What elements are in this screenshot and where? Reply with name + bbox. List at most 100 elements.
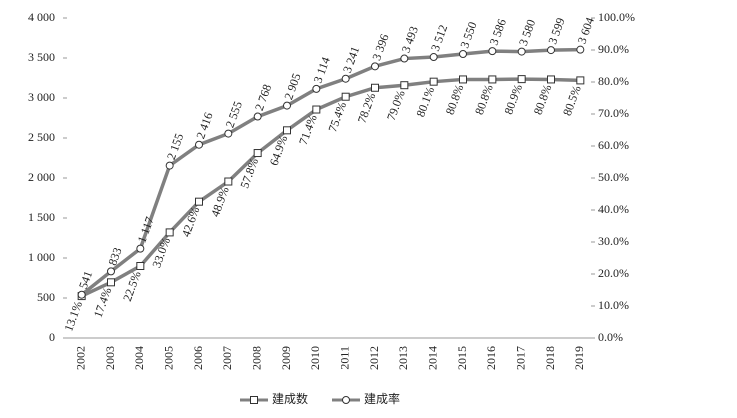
marker bbox=[371, 62, 379, 71]
marker bbox=[224, 177, 233, 186]
marker bbox=[312, 105, 321, 114]
x-tick-label: 2010 bbox=[308, 346, 322, 370]
data-label: 78.2% bbox=[355, 91, 379, 125]
x-tick-label: 2018 bbox=[543, 346, 557, 370]
x-tick-label: 2019 bbox=[572, 346, 586, 370]
marker bbox=[107, 278, 115, 287]
legend-label: 建成数 bbox=[272, 391, 308, 406]
marker bbox=[341, 74, 350, 83]
marker bbox=[488, 47, 497, 56]
marker bbox=[547, 46, 555, 55]
x-tick-label: 2003 bbox=[103, 346, 117, 370]
x-tick-label: 2014 bbox=[425, 346, 439, 370]
data-label: 80.5% bbox=[560, 84, 584, 118]
data-label: 80.9% bbox=[501, 82, 525, 116]
y-tick-label: 4 000 bbox=[28, 10, 55, 24]
y2-tick-label: 100.0% bbox=[598, 10, 635, 24]
data-label: 2 768 bbox=[252, 82, 274, 112]
y2-tick-label: 90.0% bbox=[598, 42, 629, 56]
marker bbox=[341, 92, 350, 101]
x-tick-label: 2009 bbox=[279, 346, 293, 370]
x-tick-label: 2012 bbox=[367, 346, 381, 370]
data-label: 71.4% bbox=[296, 113, 320, 147]
marker bbox=[429, 53, 438, 62]
legend-label: 建成率 bbox=[364, 391, 400, 406]
marker bbox=[136, 244, 145, 253]
y-tick-label: 3 000 bbox=[28, 90, 55, 104]
marker bbox=[459, 50, 467, 58]
x-tick-label: 2008 bbox=[249, 346, 263, 370]
data-label: 3 586 bbox=[487, 17, 509, 47]
data-label: 3 599 bbox=[545, 16, 567, 46]
data-label: 3 396 bbox=[369, 32, 391, 62]
y2-tick-label: 20.0% bbox=[598, 266, 629, 280]
data-label: 48.9% bbox=[208, 185, 232, 219]
marker bbox=[224, 129, 233, 138]
data-label: 1 117 bbox=[135, 215, 157, 245]
x-tick-label: 2013 bbox=[396, 346, 410, 370]
marker bbox=[195, 140, 203, 149]
data-label: 33.0% bbox=[149, 236, 173, 270]
data-label: 2 416 bbox=[193, 111, 215, 141]
x-tick-label: 2016 bbox=[484, 346, 498, 370]
marker bbox=[283, 101, 291, 110]
y2-tick-label: 30.0% bbox=[598, 234, 629, 248]
y-tick-label: 1 000 bbox=[28, 250, 55, 264]
y2-tick-label: 70.0% bbox=[598, 106, 629, 120]
data-label: 57.8% bbox=[237, 156, 261, 190]
x-tick-label: 2017 bbox=[513, 346, 527, 370]
legend-marker bbox=[250, 396, 258, 404]
marker bbox=[429, 77, 438, 86]
x-tick-label: 2004 bbox=[132, 346, 146, 370]
marker bbox=[576, 76, 585, 85]
y2-tick-label: 80.0% bbox=[598, 74, 629, 88]
marker bbox=[400, 81, 409, 90]
data-label: 13.1% bbox=[61, 299, 85, 333]
marker bbox=[165, 228, 174, 237]
data-label: 3 580 bbox=[516, 17, 538, 47]
data-label: 3 512 bbox=[428, 23, 450, 53]
series-line bbox=[80, 47, 581, 297]
y2-tick-label: 0.0% bbox=[598, 330, 623, 344]
data-label: 3 550 bbox=[457, 20, 479, 50]
marker bbox=[576, 45, 585, 54]
marker bbox=[165, 161, 174, 170]
marker bbox=[107, 267, 115, 276]
y-tick-label: 1 500 bbox=[28, 210, 55, 224]
marker bbox=[459, 75, 467, 84]
data-label: 79.0% bbox=[384, 88, 408, 122]
marker bbox=[253, 149, 262, 158]
marker bbox=[371, 83, 379, 92]
marker bbox=[136, 262, 145, 270]
y-tick-label: 0 bbox=[49, 330, 55, 344]
y-tick-label: 2 500 bbox=[28, 130, 55, 144]
data-label: 3 493 bbox=[399, 24, 421, 54]
x-tick-label: 2007 bbox=[220, 346, 234, 370]
y2-tick-label: 50.0% bbox=[598, 170, 629, 184]
marker bbox=[312, 84, 321, 93]
legend-marker bbox=[342, 396, 350, 404]
y-tick-label: 2 000 bbox=[28, 170, 55, 184]
marker bbox=[400, 54, 409, 63]
x-tick-label: 2006 bbox=[191, 346, 205, 370]
data-label: 833 bbox=[105, 246, 124, 268]
data-label: 3 114 bbox=[311, 55, 333, 85]
marker bbox=[517, 75, 526, 84]
marker bbox=[283, 126, 291, 135]
marker bbox=[253, 112, 262, 121]
data-label: 3 241 bbox=[340, 45, 362, 75]
x-tick-label: 2015 bbox=[455, 346, 469, 370]
marker bbox=[517, 47, 526, 56]
data-label: 42.6% bbox=[179, 205, 203, 239]
data-label: 80.8% bbox=[443, 83, 467, 117]
series-line bbox=[80, 77, 581, 298]
y-tick-label: 500 bbox=[37, 290, 55, 304]
marker bbox=[195, 197, 203, 206]
y2-tick-label: 10.0% bbox=[598, 298, 629, 312]
x-tick-label: 2002 bbox=[73, 346, 87, 370]
marker bbox=[547, 75, 555, 84]
data-label: 80.8% bbox=[472, 83, 496, 117]
x-tick-label: 2005 bbox=[161, 346, 175, 370]
data-label: 80.8% bbox=[531, 83, 555, 117]
